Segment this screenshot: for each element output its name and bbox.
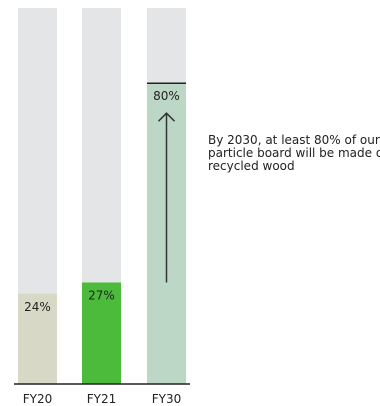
value-label-fy21: 27% xyxy=(88,288,115,302)
bar-fy20 xyxy=(18,293,57,384)
value-label-fy30: 80% xyxy=(153,89,180,103)
tick-label-fy21: FY21 xyxy=(87,392,117,406)
tick-label-fy20: FY20 xyxy=(23,392,53,406)
bar-fy21 xyxy=(82,282,121,384)
value-label-fy20: 24% xyxy=(24,300,51,314)
value-labels: 24% 27% 80% xyxy=(24,89,180,314)
target-annotation: By 2030, at least 80% of our particle bo… xyxy=(208,133,380,173)
x-axis-tick-labels: FY20 FY21 FY30 xyxy=(23,392,182,406)
tick-label-fy30: FY30 xyxy=(152,392,182,406)
target-marks xyxy=(147,82,186,283)
increase-arrow-head xyxy=(157,112,176,122)
